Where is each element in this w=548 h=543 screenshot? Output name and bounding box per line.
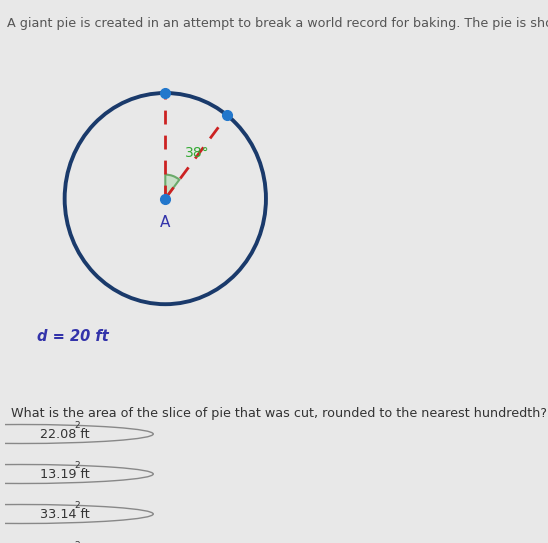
Text: What is the area of the slice of pie that was cut, rounded to the nearest hundre: What is the area of the slice of pie tha… [11,407,547,420]
Text: 2: 2 [74,541,79,543]
Text: 22.08 ft: 22.08 ft [40,427,90,440]
Text: A: A [160,214,170,230]
Text: d = 20 ft: d = 20 ft [37,329,109,344]
Wedge shape [165,175,179,199]
Text: 2: 2 [74,501,79,510]
Text: 33.14 ft: 33.14 ft [40,508,90,521]
Text: 2: 2 [74,461,79,470]
Text: 2: 2 [74,421,79,430]
Text: A giant pie is created in an attempt to break a world record for baking. The pie: A giant pie is created in an attempt to … [7,17,548,30]
Text: 38°: 38° [185,146,210,160]
Text: 13.19 ft: 13.19 ft [40,468,90,481]
